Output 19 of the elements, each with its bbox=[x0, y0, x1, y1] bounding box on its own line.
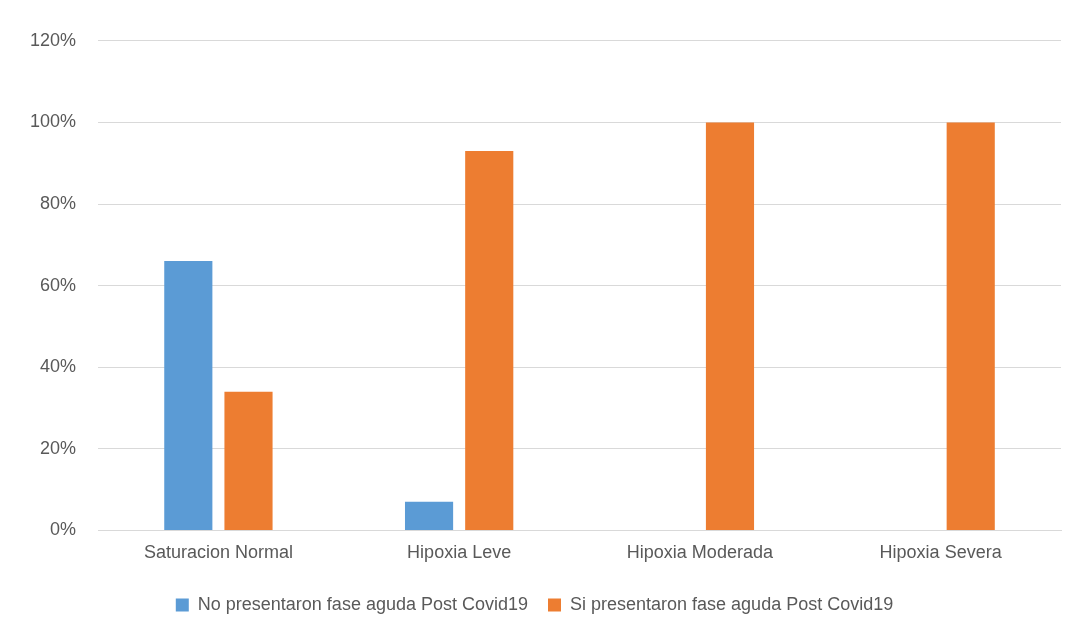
x-tick-label: Hipoxia Leve bbox=[407, 542, 512, 563]
bar bbox=[224, 391, 273, 530]
x-tick-label: Saturacion Normal bbox=[143, 542, 293, 563]
bar bbox=[705, 122, 755, 530]
y-tick-label: 0% bbox=[50, 519, 77, 540]
bar bbox=[404, 501, 454, 530]
y-tick-label: 60% bbox=[40, 274, 77, 295]
y-tick-label: 40% bbox=[40, 356, 77, 377]
y-tick-label: 120% bbox=[29, 29, 77, 50]
y-tick-label: 80% bbox=[40, 192, 77, 213]
y-tick-label: 100% bbox=[29, 111, 77, 132]
bar bbox=[164, 261, 213, 530]
y-tick-label: 20% bbox=[40, 437, 77, 458]
bar bbox=[946, 122, 995, 530]
x-tick-label: Hipoxia Moderada bbox=[626, 542, 774, 563]
legend-label: Si presentaron fase aguda Post Covid19 bbox=[570, 593, 894, 614]
bar bbox=[465, 150, 514, 530]
legend-label: No presentaron fase aguda Post Covid19 bbox=[197, 593, 529, 614]
x-tick-label: Hipoxia Severa bbox=[879, 542, 1003, 563]
